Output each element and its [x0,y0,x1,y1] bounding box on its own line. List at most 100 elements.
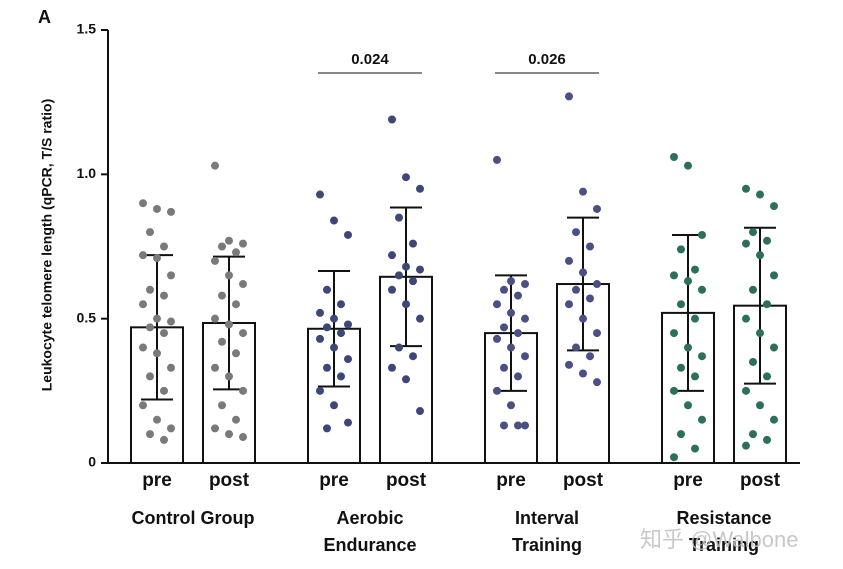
data-point [416,184,424,193]
data-point [160,386,168,395]
data-point [579,187,587,196]
data-point [586,352,594,361]
data-point [698,352,706,361]
data-point [316,334,324,343]
data-point [323,285,331,294]
data-point [770,343,778,352]
data-point [395,271,403,280]
comparison-label: 0.026 [528,51,566,68]
data-point [330,343,338,352]
data-point [691,314,699,323]
data-point [507,401,515,410]
data-point [507,308,515,317]
data-point [691,444,699,453]
panel-label: A [38,7,51,27]
data-point [756,190,764,199]
data-point [160,291,168,300]
y-tick-label: 0 [88,454,96,470]
data-point [337,329,345,338]
data-point [388,285,396,294]
data-point [211,256,219,265]
data-point [670,271,678,280]
data-point [514,291,522,300]
data-point [211,161,219,170]
data-point [670,386,678,395]
data-point [514,421,522,430]
data-point [330,216,338,225]
data-point [232,349,240,358]
data-point [160,435,168,444]
data-point [146,323,154,332]
data-point [493,300,501,309]
data-point [742,314,750,323]
data-point [323,323,331,332]
data-point [323,363,331,372]
data-point [514,329,522,338]
data-point [691,372,699,381]
data-point [507,277,515,286]
data-point [316,386,324,395]
data-point [763,300,771,309]
data-point [402,375,410,384]
comparison-label: 0.024 [351,51,389,68]
data-point [388,363,396,372]
data-point [586,242,594,251]
data-point [211,424,219,433]
data-point [395,343,403,352]
data-point [232,300,240,309]
data-point [507,343,515,352]
data-point [167,271,175,280]
data-point [749,430,757,439]
data-point [742,441,750,450]
data-point [763,435,771,444]
data-point [167,424,175,433]
data-point [670,329,678,338]
data-point [153,415,161,424]
data-point [409,277,417,286]
data-point [572,343,580,352]
data-point [586,294,594,303]
x-tick-label: post [386,470,427,491]
data-point [146,285,154,294]
data-point [698,230,706,239]
group-label: Interval Training [511,508,582,555]
data-point [167,317,175,326]
data-point [323,424,331,433]
data-point [565,256,573,265]
data-point [225,271,233,280]
data-point [684,277,692,286]
data-point [677,430,685,439]
data-point [218,401,226,410]
data-point [239,239,247,248]
data-point [521,421,529,430]
data-point [330,314,338,323]
data-point [160,329,168,338]
data-point [416,265,424,274]
y-axis-label: Leukocyte telomere length (qPCR, T/S rat… [39,99,55,392]
data-point [225,320,233,329]
data-point [402,173,410,182]
data-point [521,314,529,323]
data-point [395,213,403,222]
data-point [225,372,233,381]
data-point [139,300,147,309]
x-tick-label: pre [496,470,526,491]
data-point [770,202,778,211]
data-point [316,308,324,317]
data-point [211,314,219,323]
data-point [593,280,601,289]
data-point [139,251,147,260]
group-label: Control Group [131,508,255,528]
watermark: 知乎 @Walbone [640,527,799,552]
data-point [337,372,345,381]
data-point [139,343,147,352]
data-point [211,363,219,372]
data-point [749,285,757,294]
data-point [153,254,161,263]
data-point [565,92,573,101]
data-point [146,228,154,237]
data-point [770,415,778,424]
data-point [225,236,233,245]
data-point [232,248,240,257]
data-point [218,242,226,251]
